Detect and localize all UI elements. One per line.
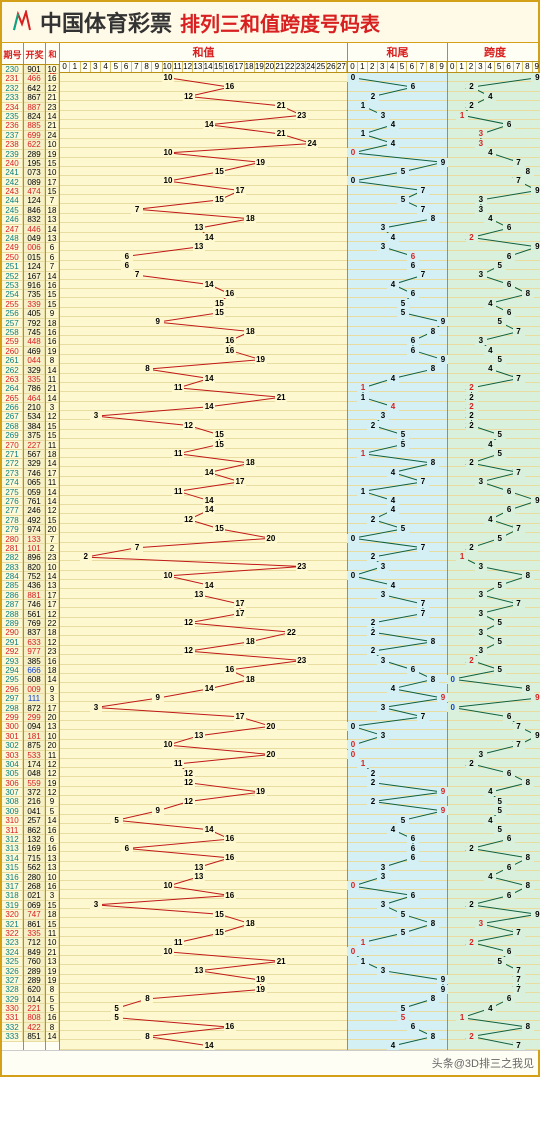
hd-sum: 和值 bbox=[46, 43, 59, 65]
hd-hw: 和尾 bbox=[348, 43, 447, 62]
col-issue: 期号 2302312322332342352362372382392402412… bbox=[2, 43, 24, 1050]
col-kd: 跨度 0123456789 92421633478793346296536846… bbox=[448, 43, 540, 1050]
hd-num: 开奖号 bbox=[24, 43, 45, 65]
hd-hz: 和值 bbox=[60, 43, 347, 62]
footer-credit: 头条@3D排三之我见 bbox=[2, 1050, 538, 1075]
col-hw: 和尾 0123456789 06213414095075783436674655… bbox=[348, 43, 448, 1050]
col-hz: 和值 0123456789101112131415161718192021222… bbox=[60, 43, 348, 1050]
hd-kd: 跨度 bbox=[448, 43, 540, 62]
lottery-chart: 中国体育彩票 排列三和值跨度号码表 期号 2302312322332342352… bbox=[0, 0, 540, 1077]
hd-issue: 期号 bbox=[2, 43, 23, 65]
header: 中国体育彩票 排列三和值跨度号码表 bbox=[2, 2, 538, 43]
col-sum: 和值 1016122123142124101915101715718131413… bbox=[46, 43, 60, 1050]
chart-table: 期号 2302312322332342352362372382392402412… bbox=[2, 43, 538, 1050]
lottery-logo-icon bbox=[10, 10, 34, 34]
col-num: 开奖号 901466642867887824885699622289195073… bbox=[24, 43, 46, 1050]
main-title: 中国体育彩票 bbox=[40, 6, 172, 38]
subtitle: 排列三和值跨度号码表 bbox=[180, 8, 380, 37]
